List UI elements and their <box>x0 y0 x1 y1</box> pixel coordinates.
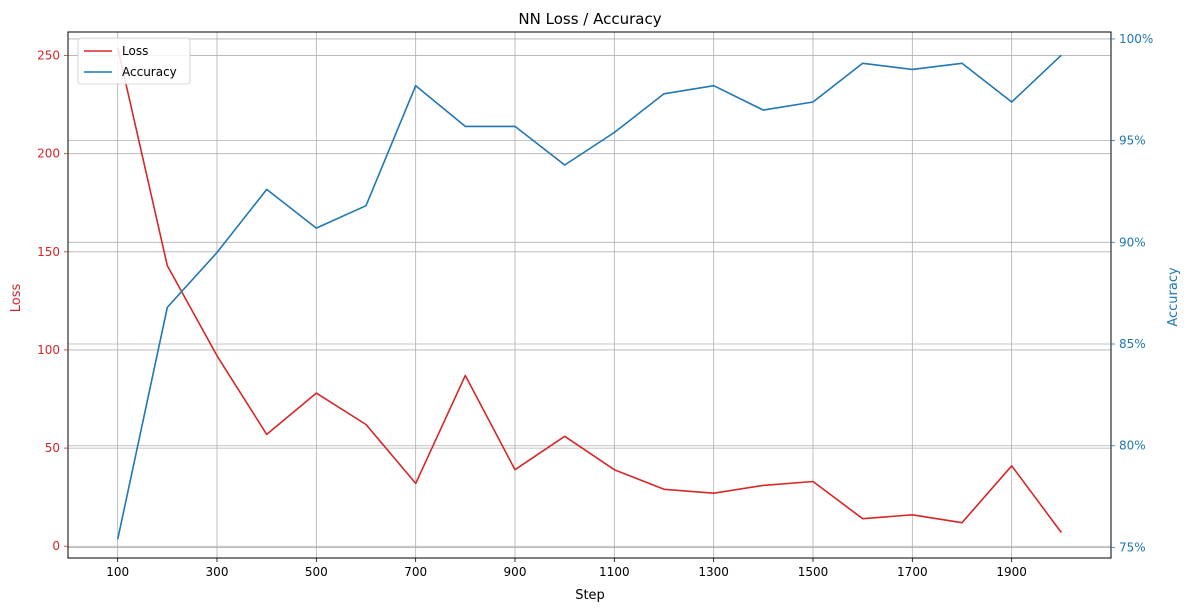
x-tick-label: 1300 <box>698 565 729 579</box>
y-tick-label-left: 50 <box>45 441 60 455</box>
y-tick-label-left: 100 <box>37 343 60 357</box>
series-line-accuracy <box>116 54 1062 540</box>
y-tick-label-left: 150 <box>37 245 60 259</box>
x-tick-label: 300 <box>206 565 229 579</box>
y-tick-label-left: 250 <box>37 49 60 63</box>
y-tick-label-right: 75% <box>1119 540 1146 554</box>
x-tick-label: 500 <box>305 565 328 579</box>
axis-layer: 100 300 500 700 900 1100 1300 1500 1700 1900 0 50 10… <box>37 32 1153 579</box>
y-tick-label-right: 100% <box>1119 32 1153 46</box>
y-tick-label-right: 80% <box>1119 439 1146 453</box>
series-line-loss <box>116 47 1062 533</box>
y-axis-label-right: Accuracy <box>1166 267 1181 327</box>
x-tick-label: 1900 <box>996 565 1027 579</box>
y-axis-label-left: Loss <box>9 284 24 313</box>
x-tick-label: 1100 <box>599 565 630 579</box>
y-tick-label-right: 95% <box>1119 134 1146 148</box>
chart-title: NN Loss / Accuracy <box>518 10 661 28</box>
grid-layer <box>68 32 1111 558</box>
y-tick-label-right: 90% <box>1119 235 1146 249</box>
series-layer <box>116 47 1062 540</box>
x-tick-label: 900 <box>504 565 527 579</box>
x-tick-label: 700 <box>404 565 427 579</box>
y-tick-label-left: 200 <box>37 147 60 161</box>
legend-label-loss: Loss <box>122 44 148 58</box>
y-tick-label-left: 0 <box>52 539 60 553</box>
legend-label-accuracy: Accuracy <box>122 65 177 79</box>
x-tick-label: 1500 <box>798 565 829 579</box>
x-tick-label: 1700 <box>897 565 928 579</box>
legend: Loss Accuracy <box>77 37 191 85</box>
y-tick-label-right: 85% <box>1119 337 1146 351</box>
x-axis-label: Step <box>575 588 605 603</box>
plot-frame <box>67 31 1112 559</box>
x-tick-label: 100 <box>106 565 129 579</box>
